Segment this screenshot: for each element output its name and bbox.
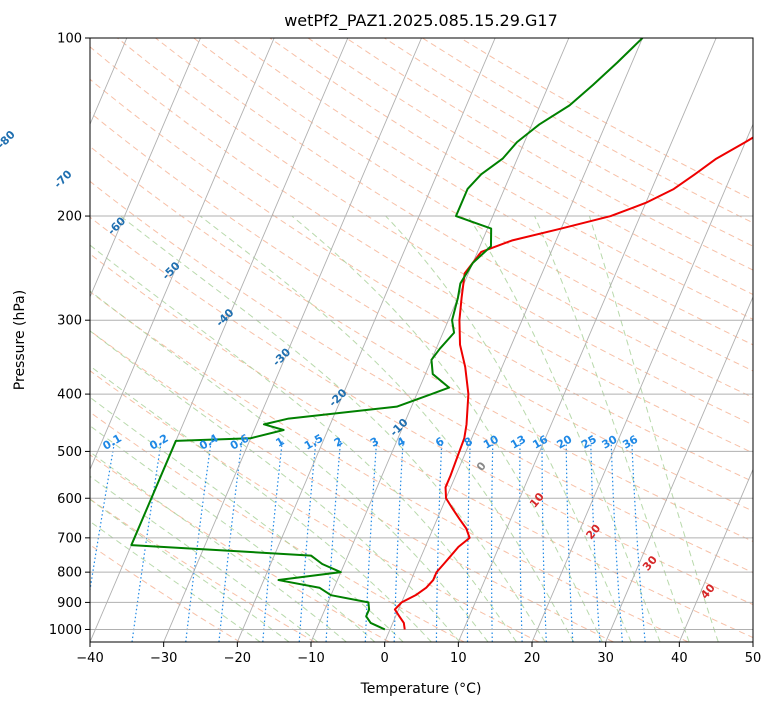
- moist-adiabats: [90, 215, 719, 642]
- mixing-ratio-line: [610, 440, 623, 642]
- dry-adiabat: [90, 498, 315, 642]
- moist-adiabat: [90, 498, 290, 642]
- y-tick-label: 200: [57, 210, 82, 225]
- moist-adiabat: [120, 215, 546, 642]
- y-tick-label: 400: [57, 388, 82, 403]
- x-tick-label: −30: [150, 651, 177, 666]
- mixing-ratio-line: [218, 440, 243, 642]
- chart-title: wetPf2_PAZ1.2025.085.15.29.G17: [284, 11, 558, 31]
- moist-adiabat: [90, 451, 347, 642]
- x-tick-label: 0: [381, 651, 389, 666]
- x-tick-label: 30: [597, 651, 614, 666]
- mixing-ratio-line: [90, 440, 116, 594]
- mixing-ratio-lines: [90, 440, 646, 642]
- dry-adiabat: [90, 330, 614, 642]
- x-tick-label: 10: [450, 651, 467, 666]
- isotherm: [90, 38, 275, 471]
- x-tick-label: −10: [297, 651, 324, 666]
- mixing-ratio-line: [590, 440, 601, 642]
- isotherm: [384, 38, 643, 642]
- dry-adiabats: [90, 38, 753, 642]
- y-tick-label: 300: [57, 314, 82, 329]
- pressure-gridlines: [90, 38, 753, 630]
- mixing-ratio-line: [631, 440, 646, 642]
- y-tick-label: 500: [57, 445, 82, 460]
- dry-adiabat: [231, 38, 753, 346]
- isotherm: [457, 38, 717, 642]
- dry-adiabat: [90, 78, 753, 483]
- mixing-ratio-line: [565, 440, 574, 642]
- mixing-ratio-line: [185, 440, 212, 642]
- dry-adiabat: [90, 46, 753, 454]
- mixing-ratio-line: [262, 440, 283, 642]
- dry-adiabat: [90, 454, 390, 642]
- moist-adiabat: [90, 520, 261, 642]
- y-tick-label: 700: [57, 531, 82, 546]
- x-tick-label: 40: [671, 651, 688, 666]
- dewpoint-line: [130, 38, 644, 631]
- moist-adiabat: [199, 215, 575, 642]
- mixing-ratio-line: [490, 440, 494, 642]
- isotherm: [310, 38, 570, 642]
- isotherm: [90, 38, 201, 299]
- x-axis: −40 −30 −20 −10 0 10 20 30 40 50: [76, 642, 761, 666]
- moist-adiabat: [385, 215, 632, 642]
- y-tick-label: 800: [57, 566, 82, 581]
- dry-adiabat: [90, 253, 753, 639]
- mixing-ratio-line: [131, 440, 162, 642]
- mixing-ratio-line: [466, 440, 471, 642]
- x-axis-title: Temperature (°C): [360, 681, 482, 697]
- mixing-ratio-line: [325, 440, 342, 642]
- x-tick-label: 50: [745, 651, 762, 666]
- x-tick-label: −20: [224, 651, 251, 666]
- temperature-line: [393, 136, 753, 630]
- y-axis: 100 200 300 400 500 600 700 800 900 1000: [49, 32, 90, 638]
- dry-adiabat: [307, 38, 753, 296]
- dry-adiabat: [90, 180, 753, 574]
- moist-adiabat: [534, 215, 690, 642]
- y-axis-title: Pressure (hPa): [12, 290, 28, 390]
- moist-adiabat: [291, 215, 603, 642]
- y-tick-label: 1000: [49, 623, 82, 638]
- isotherm: [678, 468, 753, 642]
- y-tick-label: 900: [57, 596, 82, 611]
- moist-adiabat: [90, 244, 517, 642]
- dry-adiabat: [90, 216, 753, 606]
- moist-adiabat: [588, 215, 719, 642]
- profile-series: [130, 38, 753, 631]
- dry-adiabat: [193, 38, 753, 372]
- isotherm: [531, 123, 753, 642]
- isotherm: [605, 295, 753, 642]
- moist-adiabat: [467, 215, 661, 642]
- y-tick-label: 600: [57, 492, 82, 507]
- mixing-ratio-line: [541, 440, 547, 642]
- mixing-ratio-line: [435, 440, 443, 642]
- plot-frame: [89, 37, 754, 643]
- dry-adiabat: [90, 145, 753, 542]
- isotherm: [163, 38, 422, 642]
- dry-adiabat: [90, 370, 540, 642]
- y-tick-label: 100: [57, 32, 82, 47]
- moist-adiabat: [90, 475, 319, 642]
- mixing-ratio-line: [298, 440, 317, 642]
- isotherm: [236, 38, 496, 642]
- mixing-ratio-line: [519, 440, 523, 642]
- x-tick-label: 20: [524, 651, 541, 666]
- moist-adiabat: [90, 396, 404, 642]
- x-tick-label: −40: [76, 651, 103, 666]
- dry-adiabat: [90, 111, 753, 512]
